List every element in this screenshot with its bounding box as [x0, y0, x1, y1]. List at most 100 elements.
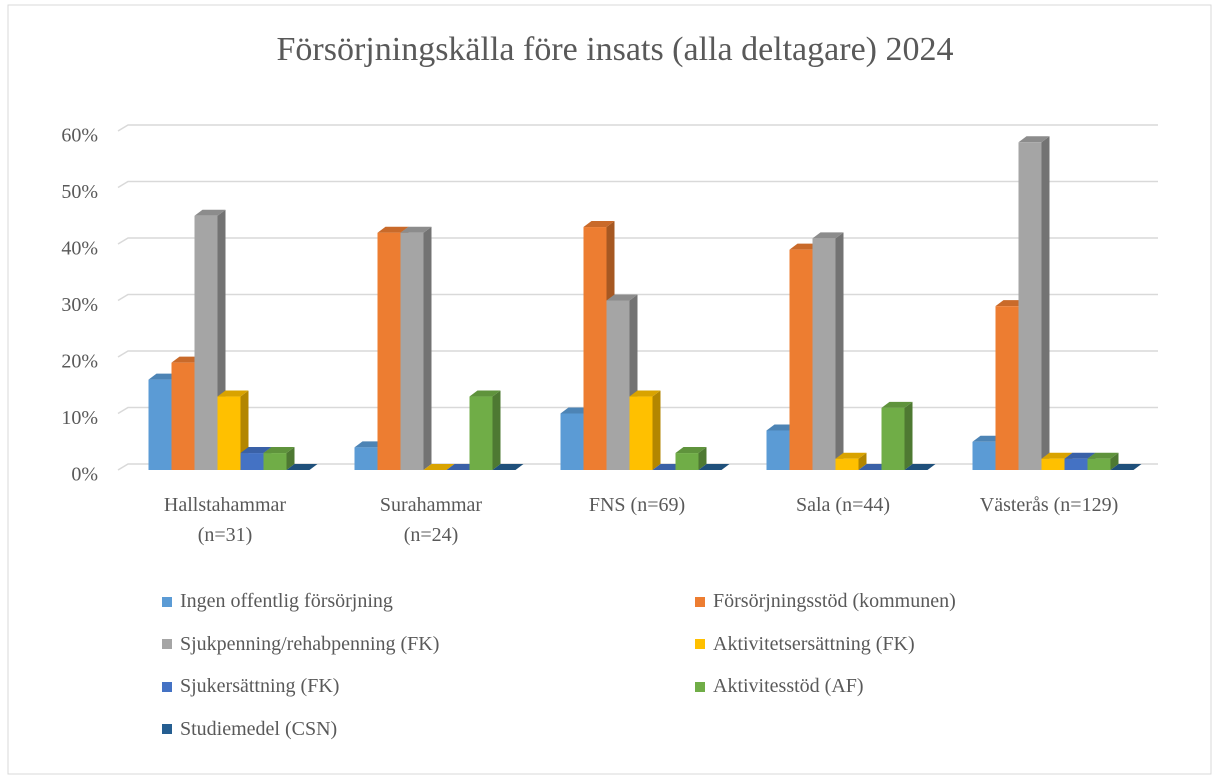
- bar: [263, 447, 295, 470]
- bar-top: [492, 464, 524, 470]
- bar-front: [400, 232, 424, 470]
- bar-top: [263, 447, 295, 454]
- legend-swatch: [695, 596, 705, 607]
- y-tick-label: 10%: [61, 407, 98, 429]
- x-tick-label: Västerås (n=129): [979, 494, 1119, 516]
- x-tick-label: FNS (n=69): [588, 494, 686, 516]
- bar: [400, 226, 432, 470]
- bar-top: [904, 464, 936, 470]
- bar-top: [881, 401, 913, 408]
- legend-label: Aktivitesstöd (AF): [713, 675, 864, 697]
- legend-item: Aktivitesstöd (AF): [695, 675, 864, 698]
- bar: [286, 464, 318, 470]
- bar: [1110, 464, 1142, 470]
- bar-front: [812, 238, 836, 470]
- bar: [217, 390, 249, 470]
- legend-label: Sjukpenning/rehabpenning (FK): [180, 632, 440, 655]
- legend-swatch: [162, 681, 172, 692]
- y-tick-label: 60%: [61, 125, 98, 147]
- bar-front: [171, 362, 195, 470]
- bar: [812, 232, 844, 470]
- bar-top: [675, 447, 707, 454]
- y-tick-label: 0%: [71, 464, 98, 486]
- bar-top: [629, 390, 661, 397]
- bar-side: [904, 401, 913, 470]
- bar-side: [1110, 452, 1119, 470]
- bar: [904, 464, 936, 470]
- bar-top: [606, 294, 638, 301]
- bar-front: [1087, 458, 1111, 470]
- grid-line: [117, 180, 1158, 189]
- bar-side: [858, 452, 867, 470]
- bar-front: [629, 396, 653, 470]
- bar-front: [583, 227, 607, 470]
- bar-top: [400, 226, 432, 233]
- y-tick-label: 50%: [61, 181, 98, 203]
- x-tick-label: Surahammar (n=24): [379, 494, 483, 546]
- y-tick-label: 20%: [61, 351, 98, 373]
- bar-top: [812, 232, 844, 239]
- bar-front: [1041, 458, 1065, 470]
- bar-front: [377, 232, 401, 470]
- y-tick-label: 30%: [61, 294, 98, 316]
- bar-front: [469, 396, 493, 470]
- bar-front: [675, 453, 699, 470]
- bar-side: [423, 226, 432, 470]
- legend-swatch: [162, 596, 172, 607]
- bar: [675, 447, 707, 470]
- legend-label: Studiemedel (CSN): [180, 717, 338, 740]
- bar-front: [972, 441, 996, 470]
- bar-top: [286, 464, 318, 470]
- legend-swatch: [162, 639, 172, 649]
- bar: [629, 390, 661, 470]
- bar-front: [1064, 458, 1088, 470]
- bar: [469, 390, 501, 470]
- bar-top: [423, 464, 455, 470]
- bar-front: [835, 458, 859, 470]
- bar-top: [583, 221, 615, 228]
- bar-front: [148, 379, 172, 470]
- legend-label: Ingen offentlig försörjning: [180, 590, 393, 612]
- bar-side: [835, 232, 844, 470]
- legend-item: Sjukersättning (FK): [162, 675, 339, 698]
- legend-item: Ingen offentlig försörjning: [162, 590, 393, 613]
- x-tick-label: Hallstahammar (n=31): [163, 494, 287, 546]
- bar-front: [881, 407, 905, 470]
- legend-swatch: [695, 639, 705, 649]
- bar-top: [835, 452, 867, 459]
- bar-front: [789, 249, 813, 470]
- grid-line: [117, 124, 1158, 132]
- bar: [698, 464, 730, 470]
- bar-front: [217, 396, 241, 470]
- legend-item: Sjukpenning/rehabpenning (FK): [162, 633, 439, 656]
- bar-side: [1041, 136, 1050, 471]
- legend-swatch: [695, 681, 705, 692]
- bar-top: [1041, 452, 1073, 459]
- bar-front: [606, 300, 630, 470]
- bar-top: [1110, 464, 1142, 470]
- legend-item: Aktivitetsersättning (FK): [695, 633, 915, 656]
- x-tick-label: Sala (n=44): [795, 494, 891, 516]
- bar: [881, 401, 913, 470]
- bar-front: [766, 430, 790, 470]
- bar: [423, 464, 455, 470]
- bar-front: [995, 306, 1019, 470]
- bar-top: [469, 390, 501, 397]
- bar-top: [698, 464, 730, 470]
- y-tick-label: 40%: [61, 238, 98, 260]
- bar-front: [240, 453, 264, 470]
- bar: [1087, 452, 1119, 470]
- legend-label: Försörjningsstöd (kommunen): [713, 590, 956, 612]
- bar-front: [354, 447, 378, 470]
- bar-front: [263, 453, 287, 470]
- bar-top: [1087, 452, 1119, 459]
- legend-item: Studiemedel (CSN): [162, 718, 337, 741]
- bar-side: [492, 390, 501, 470]
- bar-top: [1064, 452, 1096, 459]
- legend-swatch: [162, 724, 172, 734]
- bar: [492, 464, 524, 470]
- bar-side: [652, 390, 661, 470]
- bar-top: [1018, 136, 1050, 143]
- bar: [835, 452, 867, 470]
